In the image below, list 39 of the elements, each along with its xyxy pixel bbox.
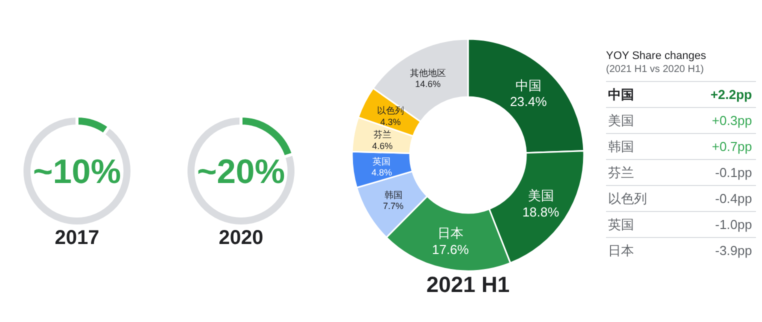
text: YOY Share changes [606, 50, 708, 62]
category-label: 美国 [607, 112, 634, 130]
text: -1.0pp [715, 217, 752, 232]
category-label: 英国 [607, 216, 634, 234]
text: ~10% [33, 153, 121, 192]
donut-slice [20, 114, 134, 228]
data-label: 4.3% [380, 116, 401, 127]
category-label: 日本 [607, 242, 634, 260]
data-label: 18.8% [522, 204, 560, 220]
category-label: 芬兰 [607, 164, 634, 182]
slice-label: 以色列 [377, 106, 404, 116]
slice-label: 中国 [515, 78, 542, 93]
data-label: 7.7% [383, 201, 404, 212]
text: +0.3pp [712, 113, 752, 128]
slice-label: 美国 [528, 188, 554, 204]
data-label: 23.4% [510, 94, 548, 110]
slice-label: 英国 [372, 156, 391, 166]
slice-label: 日本 [437, 226, 464, 241]
text: 2021 H1 [425, 272, 511, 298]
slice-label: 其他地区 [410, 68, 446, 78]
category-label: 以色列 [607, 190, 647, 208]
text: ~20% [197, 153, 285, 192]
text: -0.4pp [715, 191, 752, 206]
text: (2021 H1 vs 2020 H1) [606, 64, 705, 75]
text: -0.1pp [715, 165, 752, 180]
text: +2.2pp [710, 87, 752, 102]
text: -3.9pp [715, 243, 752, 258]
data-label: 14.6% [415, 79, 441, 90]
data-label: 4.6% [372, 140, 393, 151]
text: 2017 [54, 227, 100, 250]
category-label: 中国 [607, 86, 634, 104]
data-label: 4.8% [371, 168, 392, 178]
data-label: 17.6% [432, 242, 470, 257]
donut-slice [184, 114, 298, 228]
text: +0.7pp [712, 139, 752, 154]
category-label: 韩国 [607, 138, 634, 156]
text: 2020 [218, 227, 264, 250]
slice-label: 韩国 [384, 190, 402, 200]
slice-label: 芬兰 [373, 130, 392, 140]
